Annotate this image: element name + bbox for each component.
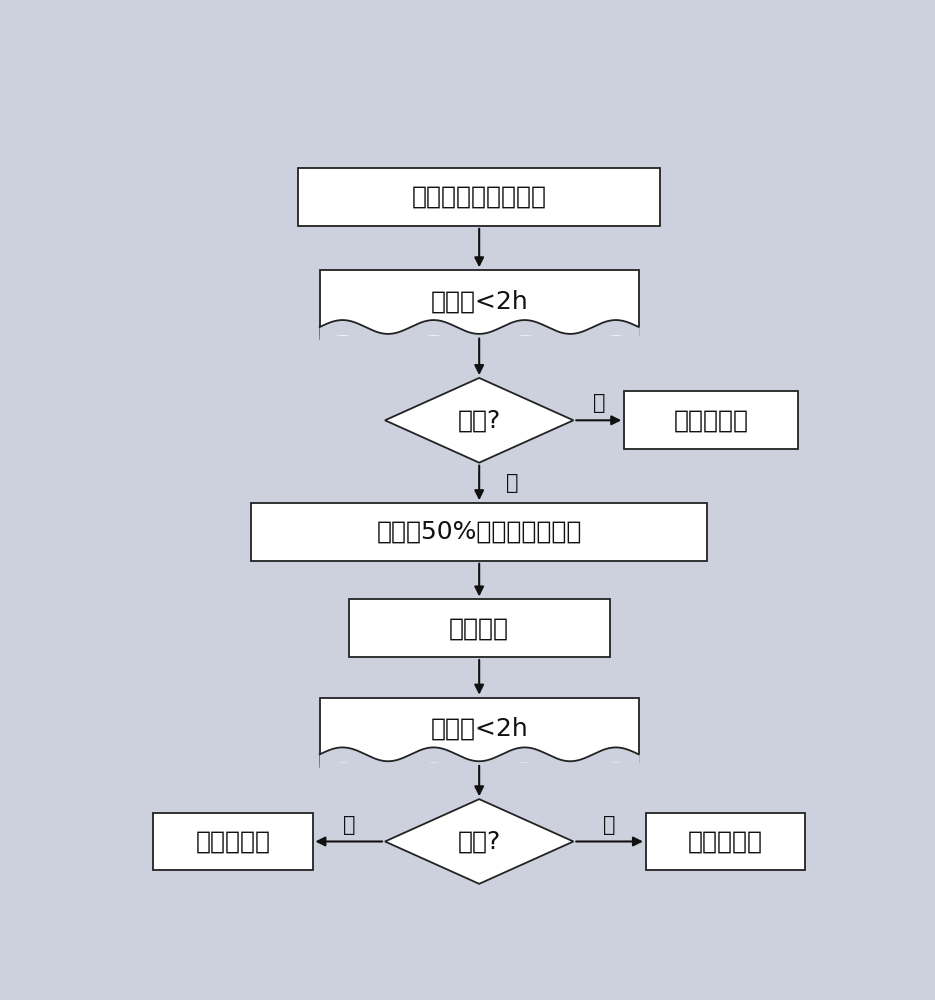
Text: 通过?: 通过? <box>457 829 501 853</box>
Bar <box>646 813 805 870</box>
Text: 否: 否 <box>593 393 605 413</box>
Bar <box>625 391 798 449</box>
Text: 再进行50%额定剂量的辐照: 再进行50%额定剂量的辐照 <box>377 520 582 544</box>
Text: 否: 否 <box>603 815 616 835</box>
Bar <box>320 698 639 767</box>
Text: 是: 是 <box>506 473 518 493</box>
Polygon shape <box>385 799 573 884</box>
Text: 偏压退火: 偏压退火 <box>449 616 510 640</box>
Bar <box>349 599 610 657</box>
Text: 电测试<2h: 电测试<2h <box>430 717 528 741</box>
Text: 辐照至空间额定剂量: 辐照至空间额定剂量 <box>411 185 547 209</box>
Text: 筛选掉器件: 筛选掉器件 <box>673 408 749 432</box>
Bar <box>251 503 708 561</box>
Text: 电测试<2h: 电测试<2h <box>430 289 528 313</box>
Bar <box>320 270 639 339</box>
Bar <box>298 168 660 226</box>
Text: 筛选掉器件: 筛选掉器件 <box>688 829 763 853</box>
Text: 通过?: 通过? <box>457 408 501 432</box>
Text: 是: 是 <box>342 815 355 835</box>
Text: 合适的器件: 合适的器件 <box>195 829 270 853</box>
Bar <box>153 813 312 870</box>
Polygon shape <box>385 378 573 463</box>
